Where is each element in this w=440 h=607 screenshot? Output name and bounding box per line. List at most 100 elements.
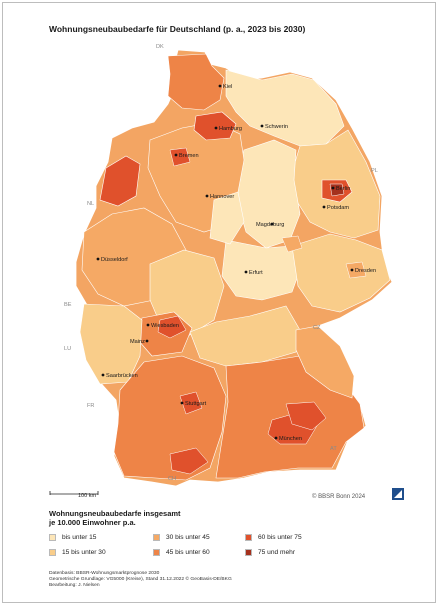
city-label-berlin: Berlin [336, 186, 350, 192]
city-marker [331, 186, 335, 190]
city-label-saarbruecken: Saarbrücken [106, 373, 138, 379]
city-stuttgart: Stuttgart [180, 401, 207, 407]
legend-swatch [245, 534, 252, 541]
region-north-coast [167, 53, 225, 111]
hotspot-stuttgart [179, 391, 203, 415]
legend-swatch [153, 534, 160, 541]
legend-title: Wohnungsneubaubedarfe insgesamt je 10.00… [49, 509, 181, 527]
region-emsland [99, 155, 141, 207]
city-marker [145, 339, 149, 343]
legend-item: 45 bis unter 60 [153, 549, 210, 556]
city-marker [96, 257, 100, 261]
city-dresden: Dresden [350, 268, 376, 274]
legend-swatch [245, 549, 252, 556]
city-marker [244, 270, 248, 274]
city-marker [270, 222, 274, 226]
city-label-erfurt: Erfurt [249, 270, 263, 276]
scale-bar [49, 491, 99, 495]
city-wiesbaden: Wiesbaden [146, 323, 179, 329]
country-label-cz: CZ [313, 325, 321, 331]
city-kiel: Kiel [218, 84, 232, 90]
copyright-text: © BBSR Bonn 2024 [312, 494, 366, 500]
hotspot-bremen [169, 147, 191, 167]
legend-label: 30 bis unter 45 [166, 534, 210, 541]
hotspot-leipzig [281, 235, 303, 253]
source-line: Bearbeitung: J. Nielsen [49, 583, 100, 589]
city-marker [101, 373, 105, 377]
page-frame [2, 2, 436, 603]
city-label-magdeburg: Magdeburg [256, 222, 284, 228]
city-label-stuttgart: Stuttgart [185, 401, 207, 407]
country-label-dk: DK [156, 44, 164, 50]
city-label-kiel: Kiel [223, 84, 232, 90]
city-marker [146, 323, 150, 327]
hotspot-bodensee [169, 447, 209, 475]
legend-label: 75 und mehr [258, 549, 296, 556]
city-label-schwerin: Schwerin [265, 124, 288, 130]
region-baden-wuerttemberg [113, 355, 227, 481]
city-hamburg: Hamburg [214, 126, 242, 132]
data-sources: Datenbasis: BBSR-Wohnungsmarktprognose 2… [49, 571, 232, 590]
source-line: Geometrische Grundlage: VG5000 (Kreise),… [49, 577, 232, 583]
region-sachsen [291, 233, 391, 313]
city-bremen: Bremen [174, 153, 199, 159]
legend-title-line1: Wohnungsneubaubedarfe insgesamt [49, 509, 181, 518]
city-erfurt: Erfurt [244, 270, 263, 276]
city-marker [180, 401, 184, 405]
legend-swatch [49, 549, 56, 556]
city-hannover: Hannover [205, 194, 234, 200]
country-label-ch: CH [168, 476, 176, 482]
city-mainz: Mainz [130, 339, 149, 345]
legend-item: 60 bis unter 75 [245, 534, 302, 541]
scale-label: 100 km [78, 493, 97, 499]
city-berlin: Berlin [331, 186, 350, 192]
legend: bis unter 15 15 bis unter 30 30 bis unte… [49, 534, 379, 564]
city-label-dresden: Dresden [355, 268, 376, 274]
city-label-mainz: Mainz [130, 339, 145, 345]
legend-item: 30 bis unter 45 [153, 534, 210, 541]
city-label-hamburg: Hamburg [219, 126, 242, 132]
legend-label: 60 bis unter 75 [258, 534, 302, 541]
hotspot-frankfurt [157, 315, 187, 339]
city-label-potsdam: Potsdam [327, 205, 349, 211]
city-magdeburg: Magdeburg [256, 222, 284, 228]
legend-label: 45 bis unter 60 [166, 549, 210, 556]
country-label-nl: NL [87, 201, 94, 207]
city-label-muenchen: München [279, 436, 302, 442]
city-marker [205, 194, 209, 198]
legend-swatch [153, 549, 160, 556]
region-thueringen [221, 239, 301, 301]
country-label-fr: FR [87, 403, 94, 409]
city-marker [260, 124, 264, 128]
city-duesseldorf: Düsseldorf [96, 257, 128, 263]
city-marker [174, 153, 178, 157]
city-schwerin: Schwerin [260, 124, 288, 130]
legend-label: bis unter 15 [62, 534, 97, 541]
city-marker [350, 268, 354, 272]
city-label-wiesbaden: Wiesbaden [151, 323, 179, 329]
hotspot-landshut [285, 401, 327, 431]
city-label-duesseldorf: Düsseldorf [101, 257, 128, 263]
region-harz [209, 191, 245, 245]
legend-title-line2: je 10.000 Einwohner p.a. [49, 518, 136, 527]
legend-label: 15 bis unter 30 [62, 549, 106, 556]
legend-item: 75 und mehr [245, 549, 295, 556]
legend-swatch [49, 534, 56, 541]
city-saarbruecken: Saarbrücken [101, 373, 138, 379]
hotspot-dresden [345, 261, 367, 279]
legend-item: bis unter 15 [49, 534, 96, 541]
city-marker [214, 126, 218, 130]
city-marker [218, 84, 222, 88]
country-label-be: BE [64, 302, 72, 308]
city-marker [274, 436, 278, 440]
country-label-lu: LU [64, 346, 71, 352]
hotspot-hamburg [193, 111, 237, 141]
city-marker [322, 205, 326, 209]
city-muenchen: München [274, 436, 302, 442]
legend-item: 15 bis unter 30 [49, 549, 106, 556]
bbsr-logo-icon [392, 488, 404, 500]
country-label-at: AT [330, 446, 337, 452]
city-label-hannover: Hannover [210, 194, 234, 200]
city-potsdam: Potsdam [322, 205, 349, 211]
